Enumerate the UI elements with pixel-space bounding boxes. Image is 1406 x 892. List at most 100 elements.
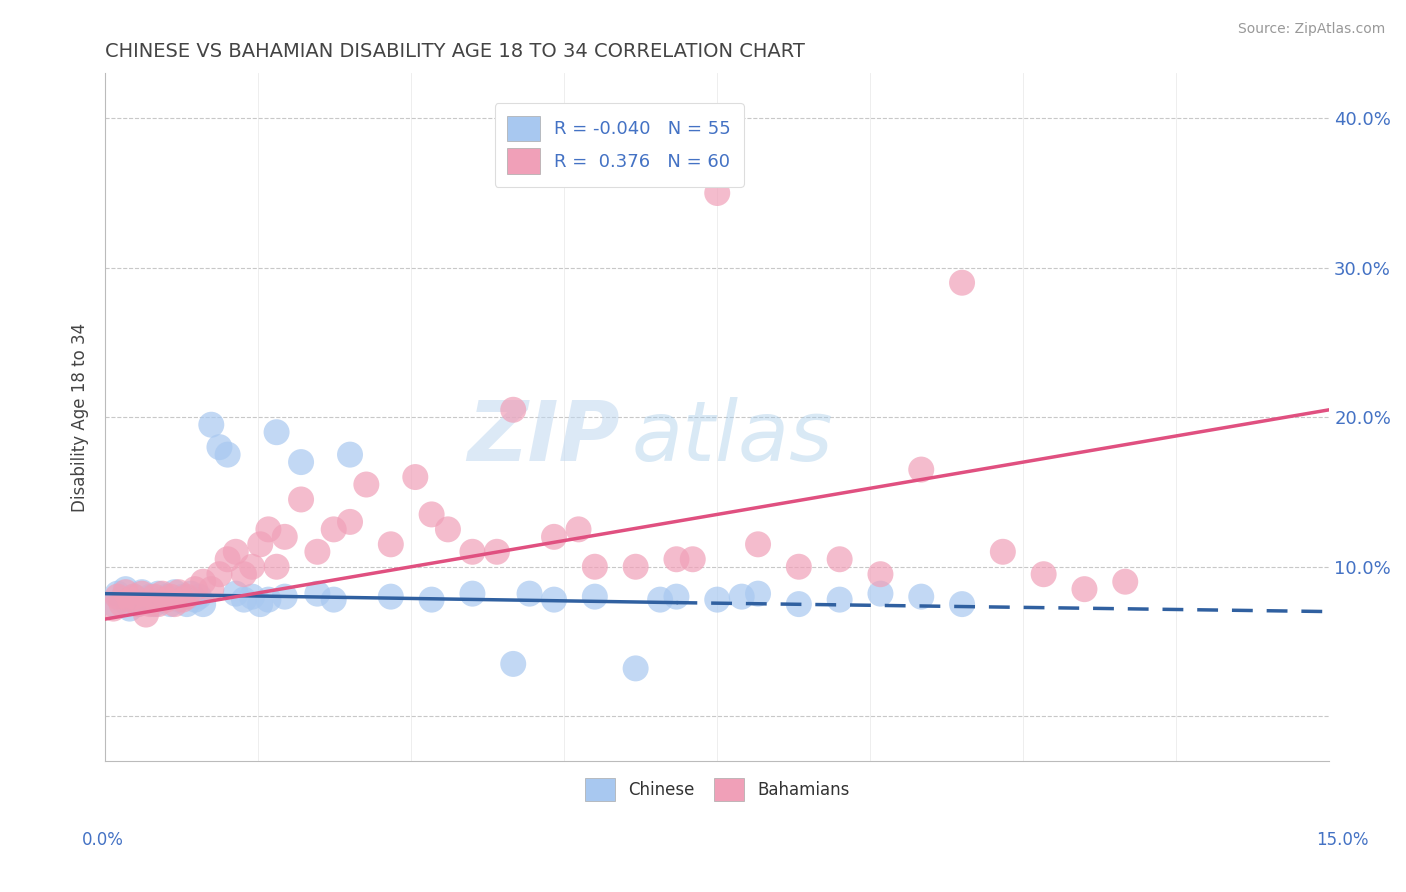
Point: [665, 590, 688, 604]
Point: [217, 552, 239, 566]
Point: [114, 582, 136, 596]
Point: [200, 417, 222, 432]
Point: [135, 592, 157, 607]
Point: [567, 522, 589, 536]
Point: [191, 574, 214, 589]
Legend: Chinese, Bahamians: Chinese, Bahamians: [571, 764, 863, 814]
Point: [266, 559, 288, 574]
Point: [127, 597, 149, 611]
Point: [131, 587, 153, 601]
Point: [787, 597, 810, 611]
Point: [176, 597, 198, 611]
Point: [274, 530, 297, 544]
Point: [225, 545, 247, 559]
Point: [339, 448, 361, 462]
Point: [339, 515, 361, 529]
Point: [665, 552, 688, 566]
Point: [307, 545, 329, 559]
Point: [682, 552, 704, 566]
Point: [461, 587, 484, 601]
Point: [356, 477, 378, 491]
Point: [167, 592, 190, 607]
Point: [150, 587, 173, 601]
Point: [731, 590, 754, 604]
Point: [180, 587, 202, 601]
Point: [184, 582, 207, 596]
Point: [110, 592, 132, 607]
Point: [232, 567, 254, 582]
Point: [159, 597, 181, 611]
Point: [139, 597, 162, 611]
Point: [122, 590, 145, 604]
Point: [232, 592, 254, 607]
Point: [110, 597, 132, 611]
Point: [107, 587, 129, 601]
Point: [274, 590, 297, 604]
Point: [257, 592, 280, 607]
Point: [420, 508, 443, 522]
Point: [869, 587, 891, 601]
Point: [118, 601, 141, 615]
Point: [380, 537, 402, 551]
Point: [290, 455, 312, 469]
Point: [249, 537, 271, 551]
Point: [828, 552, 851, 566]
Point: [991, 545, 1014, 559]
Point: [188, 590, 211, 604]
Point: [135, 607, 157, 622]
Point: [502, 402, 524, 417]
Point: [322, 592, 344, 607]
Point: [910, 462, 932, 476]
Point: [380, 590, 402, 604]
Point: [950, 597, 973, 611]
Point: [208, 440, 231, 454]
Point: [648, 592, 671, 607]
Point: [543, 592, 565, 607]
Y-axis label: Disability Age 18 to 34: Disability Age 18 to 34: [72, 323, 89, 512]
Point: [103, 597, 125, 611]
Point: [543, 530, 565, 544]
Text: CHINESE VS BAHAMIAN DISABILITY AGE 18 TO 34 CORRELATION CHART: CHINESE VS BAHAMIAN DISABILITY AGE 18 TO…: [105, 42, 806, 61]
Point: [217, 448, 239, 462]
Point: [240, 590, 263, 604]
Point: [1032, 567, 1054, 582]
Point: [706, 592, 728, 607]
Point: [787, 559, 810, 574]
Point: [155, 592, 177, 607]
Point: [127, 597, 149, 611]
Point: [176, 590, 198, 604]
Point: [950, 276, 973, 290]
Text: ZIP: ZIP: [467, 397, 619, 478]
Point: [172, 590, 194, 604]
Point: [159, 590, 181, 604]
Point: [307, 587, 329, 601]
Point: [485, 545, 508, 559]
Point: [200, 582, 222, 596]
Point: [624, 661, 647, 675]
Point: [420, 592, 443, 607]
Point: [624, 559, 647, 574]
Point: [869, 567, 891, 582]
Point: [1073, 582, 1095, 596]
Text: 0.0%: 0.0%: [82, 831, 124, 849]
Point: [191, 597, 214, 611]
Point: [249, 597, 271, 611]
Point: [150, 592, 173, 607]
Point: [266, 425, 288, 440]
Point: [103, 601, 125, 615]
Point: [163, 585, 186, 599]
Point: [155, 590, 177, 604]
Point: [208, 567, 231, 582]
Point: [502, 657, 524, 671]
Point: [747, 537, 769, 551]
Point: [139, 590, 162, 604]
Text: atlas: atlas: [631, 397, 834, 478]
Text: 15.0%: 15.0%: [1316, 831, 1369, 849]
Point: [828, 592, 851, 607]
Point: [167, 585, 190, 599]
Point: [583, 590, 606, 604]
Point: [519, 587, 541, 601]
Point: [148, 587, 170, 601]
Point: [184, 592, 207, 607]
Point: [437, 522, 460, 536]
